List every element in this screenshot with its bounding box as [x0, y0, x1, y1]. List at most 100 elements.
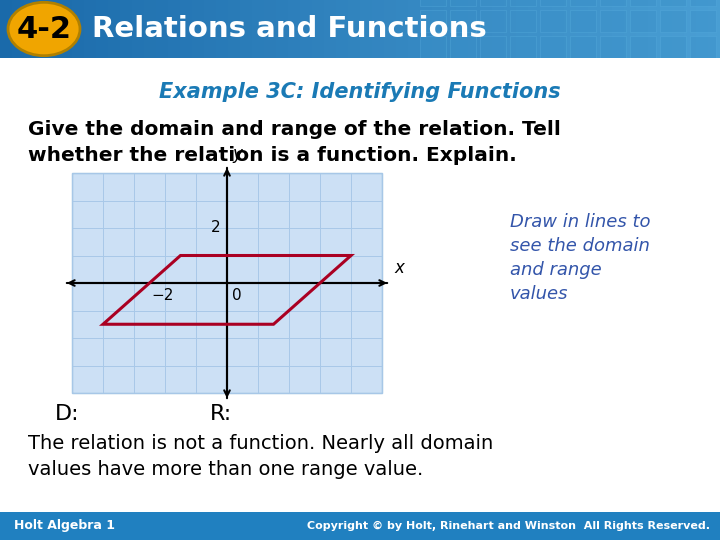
Bar [660, 0, 673, 58]
Bar [36, 0, 49, 58]
Bar [708, 0, 720, 58]
Bar [264, 0, 277, 58]
Bar [120, 0, 133, 58]
Bar [60, 0, 73, 58]
FancyBboxPatch shape [480, 36, 506, 58]
Bar [96, 0, 109, 58]
Text: 4-2: 4-2 [17, 15, 71, 44]
Bar [600, 0, 613, 58]
FancyBboxPatch shape [690, 36, 716, 58]
Text: The relation is not a function. Nearly all domain: The relation is not a function. Nearly a… [28, 434, 493, 453]
FancyBboxPatch shape [570, 36, 596, 58]
Bar [108, 0, 121, 58]
Bar [132, 0, 145, 58]
FancyBboxPatch shape [600, 0, 626, 6]
Bar [588, 0, 601, 58]
Bar [444, 0, 457, 58]
Bar [312, 0, 325, 58]
Text: Copyright © by Holt, Rinehart and Winston  All Rights Reserved.: Copyright © by Holt, Rinehart and Winsto… [307, 521, 710, 531]
FancyBboxPatch shape [600, 10, 626, 32]
FancyBboxPatch shape [690, 0, 716, 6]
Text: whether the relation is a function. Explain.: whether the relation is a function. Expl… [28, 146, 517, 165]
Bar [144, 0, 157, 58]
Bar [432, 0, 445, 58]
Bar [72, 0, 85, 58]
FancyBboxPatch shape [570, 0, 596, 6]
FancyBboxPatch shape [450, 36, 476, 58]
Bar [468, 0, 481, 58]
Bar [228, 0, 241, 58]
Bar [636, 0, 649, 58]
Text: y: y [232, 145, 242, 163]
Bar [420, 0, 433, 58]
Bar [384, 0, 397, 58]
Bar [408, 0, 421, 58]
Bar [360, 0, 373, 58]
Bar [204, 0, 217, 58]
FancyBboxPatch shape [510, 0, 536, 6]
FancyBboxPatch shape [570, 10, 596, 32]
Bar [84, 0, 97, 58]
Bar [372, 0, 385, 58]
Bar [156, 0, 169, 58]
Text: values: values [510, 285, 569, 303]
Bar [24, 0, 37, 58]
Bar [504, 0, 517, 58]
Bar [336, 0, 349, 58]
Bar [48, 0, 61, 58]
Bar [540, 0, 553, 58]
FancyBboxPatch shape [660, 36, 686, 58]
Bar [348, 0, 361, 58]
Text: 0: 0 [232, 288, 242, 303]
Bar [696, 0, 709, 58]
Bar [216, 0, 229, 58]
FancyBboxPatch shape [540, 36, 566, 58]
FancyBboxPatch shape [420, 10, 446, 32]
FancyBboxPatch shape [690, 10, 716, 32]
FancyBboxPatch shape [480, 0, 506, 6]
Bar [480, 0, 493, 58]
Bar [300, 0, 313, 58]
FancyBboxPatch shape [660, 10, 686, 32]
Text: Relations and Functions: Relations and Functions [92, 15, 487, 43]
FancyBboxPatch shape [510, 10, 536, 32]
FancyBboxPatch shape [630, 10, 656, 32]
FancyBboxPatch shape [420, 36, 446, 58]
Bar [396, 0, 409, 58]
FancyBboxPatch shape [540, 10, 566, 32]
FancyBboxPatch shape [480, 10, 506, 32]
FancyBboxPatch shape [630, 36, 656, 58]
Text: Example 3C: Identifying Functions: Example 3C: Identifying Functions [159, 82, 561, 102]
Bar [564, 0, 577, 58]
Ellipse shape [8, 2, 80, 56]
FancyBboxPatch shape [450, 10, 476, 32]
Bar [648, 0, 661, 58]
Bar [276, 0, 289, 58]
Bar [456, 0, 469, 58]
Text: Holt Algebra 1: Holt Algebra 1 [14, 519, 115, 532]
FancyBboxPatch shape [630, 0, 656, 6]
Bar [0, 0, 13, 58]
Text: values have more than one range value.: values have more than one range value. [28, 460, 423, 479]
Text: D:: D: [55, 404, 80, 424]
Bar [240, 0, 253, 58]
Text: and range: and range [510, 261, 602, 279]
Bar [12, 0, 25, 58]
Bar [180, 0, 193, 58]
FancyBboxPatch shape [540, 0, 566, 6]
Bar [612, 0, 625, 58]
Text: x: x [394, 259, 404, 277]
Bar [192, 0, 205, 58]
Text: R:: R: [210, 404, 233, 424]
Bar [552, 0, 565, 58]
Text: see the domain: see the domain [510, 237, 650, 255]
Text: 2: 2 [212, 220, 221, 235]
FancyBboxPatch shape [660, 0, 686, 6]
Bar [684, 0, 697, 58]
Bar [492, 0, 505, 58]
Bar [252, 0, 265, 58]
Bar [72, 173, 382, 393]
Bar [576, 0, 589, 58]
Bar [672, 0, 685, 58]
Bar [516, 0, 529, 58]
